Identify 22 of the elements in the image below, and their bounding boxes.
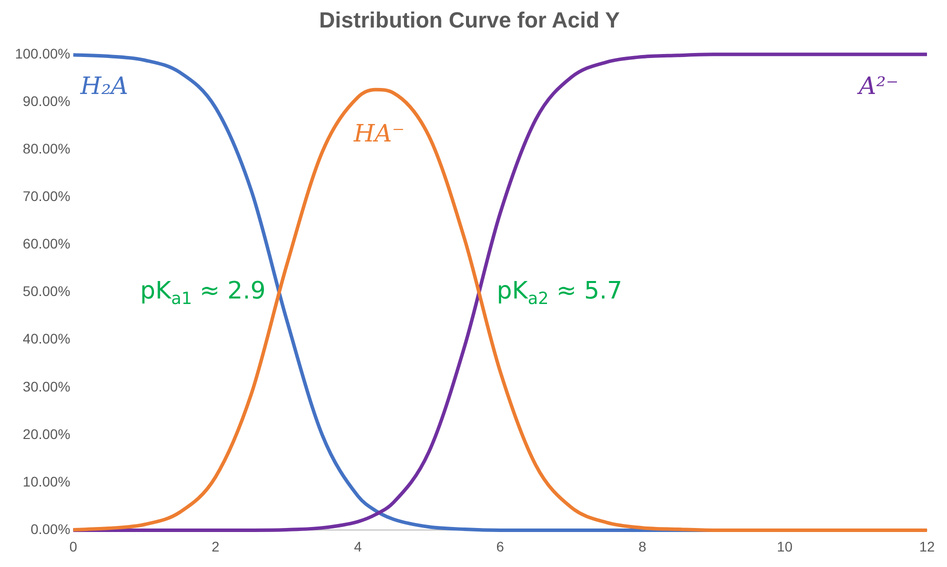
x-tick-label: 0: [69, 538, 78, 554]
series-label: H₂A: [79, 72, 128, 100]
series-label: A²⁻: [856, 72, 899, 100]
y-tick-label: 20.00%: [22, 426, 70, 442]
y-tick-label: 30.00%: [22, 378, 70, 394]
y-tick-label: 80.00%: [22, 140, 70, 156]
y-tick-label: 90.00%: [22, 92, 70, 109]
y-tick-label: 100.00%: [14, 45, 70, 62]
y-tick-label: 0.00%: [30, 521, 70, 538]
y-tick-label: 50.00%: [22, 283, 70, 300]
x-tick-label: 4: [354, 538, 362, 554]
x-tick-label: 2: [212, 538, 220, 554]
y-tick-label: 10.00%: [22, 473, 70, 490]
chart-title: Distribution Curve for Acid Y: [319, 7, 620, 32]
x-tick-label: 10: [776, 538, 793, 554]
series-label: HA⁻: [352, 120, 405, 148]
x-tick-label: 12: [919, 538, 935, 554]
y-tick-label: 60.00%: [22, 236, 70, 252]
y-tick-label: 40.00%: [22, 330, 70, 347]
x-tick-label: 8: [638, 538, 647, 554]
y-tick-label: 70.00%: [22, 188, 70, 204]
x-tick-label: 6: [496, 538, 504, 554]
